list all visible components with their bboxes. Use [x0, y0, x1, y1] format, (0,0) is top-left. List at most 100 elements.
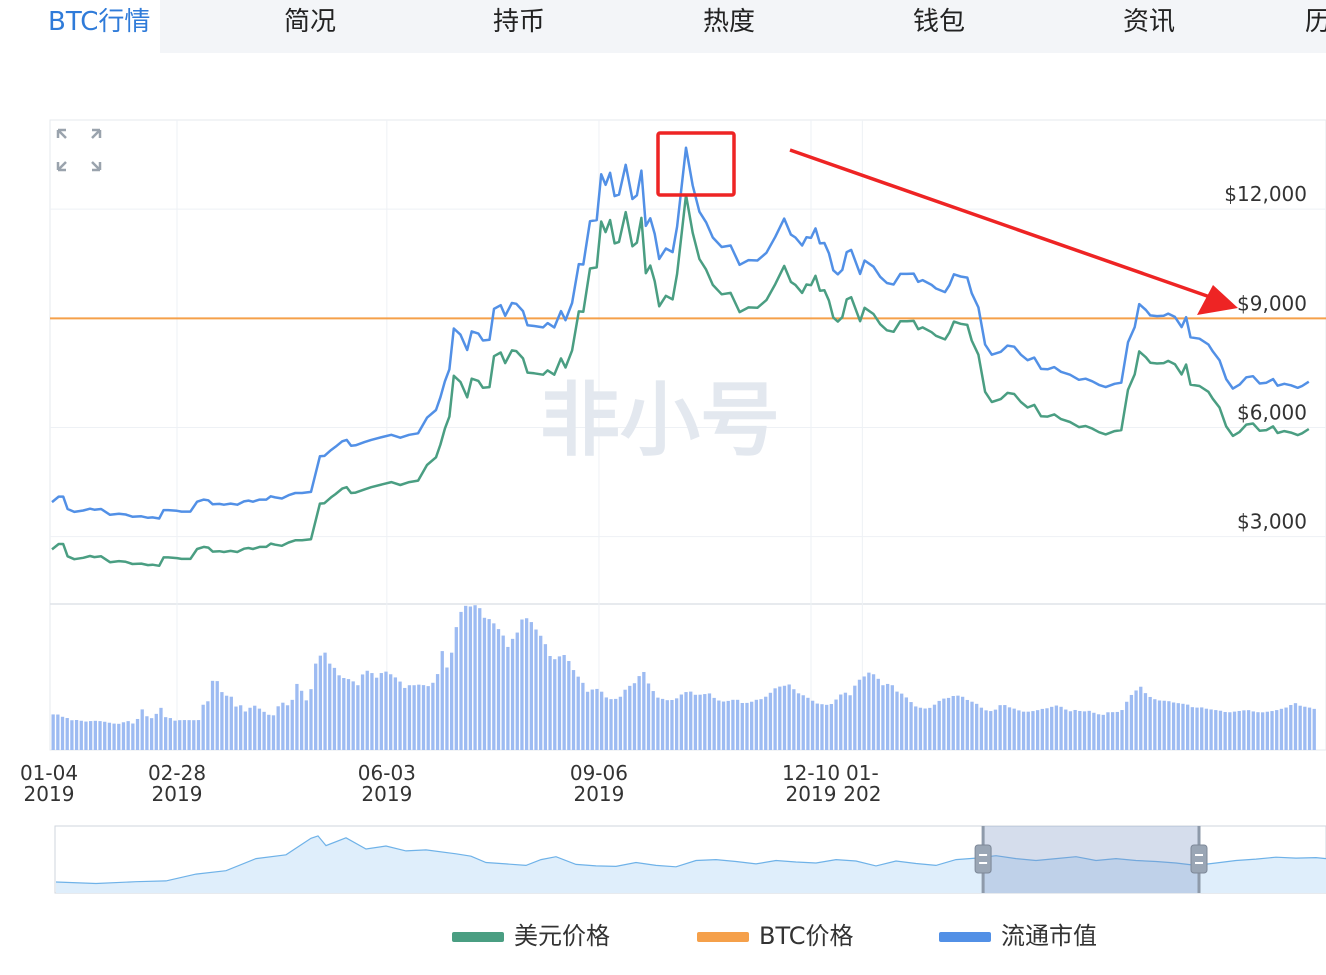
- volume-bar: [1232, 711, 1237, 750]
- volume-bar: [923, 708, 927, 750]
- volume-bar: [703, 694, 707, 750]
- volume-bar: [1101, 714, 1105, 750]
- volume-bar: [539, 635, 543, 750]
- volume-bar: [328, 663, 332, 750]
- volume-bar: [998, 705, 1002, 750]
- volume-bar: [1209, 709, 1213, 750]
- volume-bar: [1110, 712, 1115, 750]
- volume-bar: [201, 704, 205, 750]
- volume-bar: [121, 722, 126, 750]
- volume-bar: [234, 706, 238, 750]
- volume-bar: [290, 699, 294, 750]
- volume-bar: [431, 682, 435, 750]
- volume-bar: [262, 711, 266, 750]
- volume-bar: [1045, 708, 1049, 750]
- volume-bar: [187, 720, 191, 750]
- tab-wallet[interactable]: 钱包: [913, 7, 966, 37]
- volume-bar: [407, 685, 412, 750]
- volume-bar: [1298, 705, 1302, 750]
- volume-bar: [379, 673, 383, 750]
- volume-bars: [51, 605, 1316, 750]
- volume-bar: [1026, 711, 1030, 750]
- volume-bar: [454, 627, 458, 750]
- volume-bar: [1214, 710, 1218, 750]
- volume-bar: [346, 679, 351, 750]
- volume-bar: [670, 699, 674, 750]
- watermark: 非小号: [540, 374, 780, 467]
- volume-bar: [1204, 708, 1209, 750]
- volume-bar: [792, 689, 796, 750]
- tab-bar: BTC行情 简况 持币 热度 钱包 资讯 历: [0, 0, 1326, 53]
- volume-bar: [1289, 704, 1293, 750]
- volume-bar: [928, 707, 932, 750]
- volume-bar: [951, 695, 955, 750]
- volume-bar: [1054, 705, 1059, 750]
- volume-bar: [393, 677, 398, 750]
- volume-bar: [520, 619, 524, 750]
- volume-bar: [131, 723, 135, 750]
- volume-bar: [717, 700, 721, 750]
- legend-market-cap[interactable]: 流通市值: [939, 918, 1097, 958]
- volume-bar: [384, 671, 388, 750]
- volume-bar: [782, 685, 787, 750]
- volume-bar: [834, 699, 838, 750]
- volume-bar: [403, 687, 407, 750]
- volume-bar: [871, 674, 876, 750]
- volume-bar: [567, 661, 571, 750]
- volume-bar: [1092, 712, 1096, 750]
- navigator-left-handle[interactable]: [974, 826, 992, 893]
- volume-bar: [79, 720, 83, 750]
- volume-bar: [1218, 710, 1223, 750]
- tab-btc-market[interactable]: BTC行情: [0, 0, 160, 53]
- volume-bar: [281, 702, 285, 750]
- volume-bar: [796, 693, 801, 750]
- tab-history[interactable]: 历: [1305, 7, 1326, 37]
- volume-bar: [473, 605, 477, 750]
- tab-popularity[interactable]: 热度: [703, 7, 756, 37]
- volume-bar: [900, 693, 904, 750]
- volume-bar: [182, 720, 187, 750]
- volume-bar: [585, 691, 590, 750]
- volume-bar: [271, 715, 276, 750]
- legend-usd[interactable]: 美元价格: [452, 918, 610, 958]
- x-tick-year: 2019: [786, 782, 837, 806]
- volume-bar: [210, 680, 215, 750]
- volume-bar: [1228, 712, 1232, 750]
- volume-bar: [178, 720, 182, 750]
- volume-bar: [107, 722, 112, 750]
- volume-bar: [435, 674, 440, 750]
- volume-bar: [721, 701, 726, 750]
- volume-bar: [449, 652, 454, 750]
- volume-bar: [768, 692, 773, 750]
- volume-bar: [389, 674, 393, 750]
- volume-bar: [1064, 709, 1068, 750]
- legend-btc[interactable]: BTC价格: [697, 918, 853, 958]
- volume-bar: [1120, 710, 1124, 750]
- volume-bar: [215, 681, 219, 750]
- volume-bar: [515, 632, 519, 750]
- navigator-right-handle[interactable]: [1190, 826, 1208, 893]
- volume-bar: [1017, 710, 1021, 750]
- navigator-selection[interactable]: [983, 826, 1199, 893]
- volume-bar: [74, 720, 79, 750]
- volume-bar: [173, 720, 177, 750]
- expand-icon[interactable]: [56, 128, 102, 172]
- x-tick-year: 2019: [152, 782, 203, 806]
- volume-bar: [398, 681, 402, 750]
- range-navigator[interactable]: [54, 825, 1326, 894]
- volume-bar: [323, 652, 327, 750]
- volume-bar: [684, 692, 688, 750]
- volume-bar: [707, 693, 712, 750]
- volume-bar: [984, 710, 988, 750]
- volume-bar: [135, 718, 140, 750]
- tab-overview[interactable]: 简况: [284, 7, 337, 37]
- volume-bar: [754, 699, 759, 750]
- volume-bar: [534, 629, 538, 750]
- volume-bar: [1087, 710, 1091, 750]
- volume-bar: [862, 676, 866, 750]
- y-tick-label: $12,000: [1224, 182, 1307, 206]
- volume-bar: [206, 701, 210, 750]
- tab-holders[interactable]: 持币: [493, 7, 546, 37]
- volume-bar: [126, 721, 130, 750]
- tab-news[interactable]: 资讯: [1123, 7, 1176, 37]
